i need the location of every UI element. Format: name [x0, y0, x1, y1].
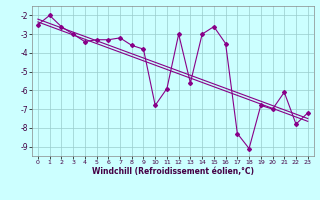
X-axis label: Windchill (Refroidissement éolien,°C): Windchill (Refroidissement éolien,°C)	[92, 167, 254, 176]
